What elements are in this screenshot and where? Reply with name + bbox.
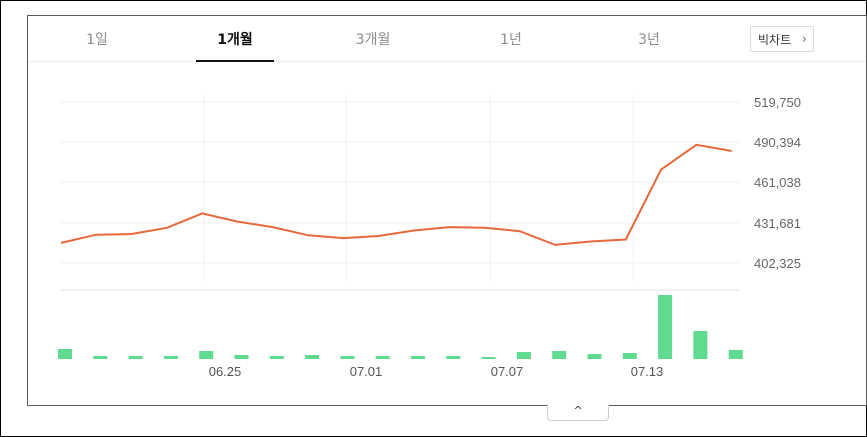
volume-bar (411, 356, 425, 359)
date-tick-label: 07.13 (631, 364, 664, 379)
date-axis: 06.25 07.01 07.07 07.13 (209, 364, 664, 379)
chevron-right-icon: › (801, 32, 807, 47)
stock-chart-panel: 1일 1개월 3개월 1년 3년 빅차트 › (27, 15, 867, 406)
volume-bar (234, 355, 249, 359)
volume-bar-series (58, 295, 743, 359)
volume-bar (481, 357, 496, 359)
active-tab-indicator (196, 60, 274, 62)
tab-1-day[interactable]: 1일 (86, 32, 108, 48)
volume-bar (552, 351, 567, 359)
volume-bar (128, 356, 143, 359)
big-chart-button-label: 빅차트 (758, 33, 792, 47)
chart-grid (60, 95, 740, 291)
volume-bar (587, 354, 602, 359)
volume-bar (163, 356, 178, 359)
volume-bar (93, 356, 108, 359)
date-tick-label: 07.07 (491, 364, 524, 379)
collapse-chart-button[interactable]: ^ (547, 404, 609, 421)
price-tick-label: 402,325 (754, 256, 801, 271)
date-tick-label: 06.25 (209, 364, 242, 379)
volume-bar (305, 355, 320, 359)
price-tick-label: 490,394 (754, 135, 801, 150)
date-tick-label: 07.01 (350, 364, 383, 379)
price-tick-label: 519,750 (754, 95, 801, 110)
price-line-series (60, 143, 732, 246)
chevron-up-icon: ^ (573, 404, 583, 417)
volume-bar (375, 356, 390, 359)
volume-bar (622, 353, 637, 359)
tab-1-month[interactable]: 1개월 (217, 32, 253, 48)
price-axis: 519,750 490,394 461,038 431,681 402,325 (754, 95, 801, 271)
price-tick-label: 431,681 (754, 216, 801, 231)
period-tabs: 1일 1개월 3개월 1년 3년 빅차트 › (28, 16, 866, 62)
volume-bar (728, 350, 743, 359)
volume-bar (340, 356, 355, 359)
tab-3-months[interactable]: 3개월 (355, 32, 391, 48)
volume-bar (58, 349, 72, 359)
volume-bar (199, 351, 214, 359)
tab-3-years[interactable]: 3년 (638, 32, 660, 48)
volume-bar (446, 356, 461, 359)
tab-1-year[interactable]: 1년 (500, 32, 522, 48)
volume-bar (269, 356, 284, 359)
price-tick-label: 461,038 (754, 175, 801, 190)
volume-bar (516, 352, 531, 359)
volume-bar (658, 295, 673, 359)
price-line (60, 143, 732, 246)
volume-bar (693, 331, 708, 359)
big-chart-button[interactable]: 빅차트 › (750, 26, 814, 52)
